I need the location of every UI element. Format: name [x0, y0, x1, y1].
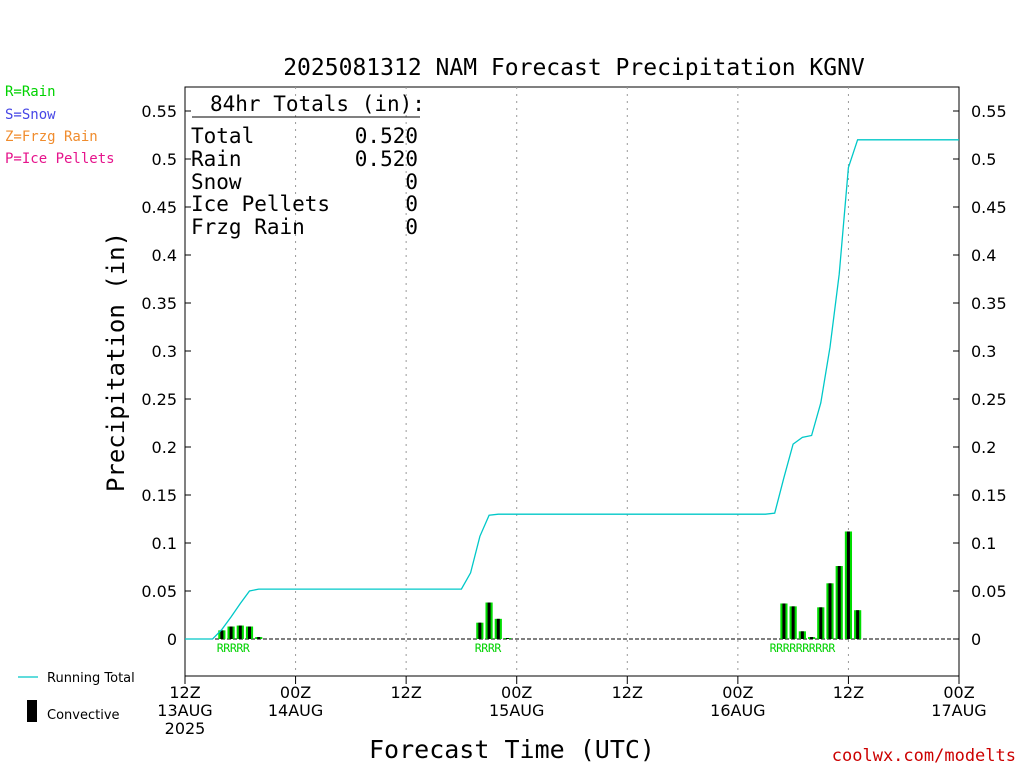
- y-tick-label-right: 0.5: [971, 150, 996, 169]
- convective-bar: [247, 626, 252, 639]
- totals-label-ice-pellets: Ice Pellets: [191, 192, 330, 216]
- convective-bar: [487, 602, 491, 639]
- convective-bar: [810, 637, 814, 639]
- ptype-label: RRRRRRRRRR: [770, 641, 836, 655]
- x-tick-label: 12Z: [612, 683, 643, 702]
- x-tick-label: 12Z: [833, 683, 864, 702]
- x-tick-label: 00Z: [722, 683, 753, 702]
- totals-value-rain: 0.520: [355, 147, 418, 171]
- y-tick-label-right: 0.3: [971, 342, 996, 361]
- convective-bar: [478, 622, 482, 639]
- y-tick-label-left: 0.35: [141, 294, 177, 313]
- totals-label-snow: Snow: [191, 170, 242, 194]
- y-tick-label-left: 0.45: [141, 198, 177, 217]
- y-tick-label-right: 0.15: [971, 486, 1007, 505]
- y-tick-label-right: 0.1: [971, 534, 996, 553]
- convective-bar: [782, 603, 786, 639]
- ptype-legend-rain: R=Rain: [5, 84, 56, 100]
- series-legend: Running Total Convective: [18, 671, 135, 723]
- x-tick-label: 12Z: [390, 683, 421, 702]
- y-tick-label-left: 0.25: [141, 390, 177, 409]
- y-tick-label-left: 0.3: [152, 342, 177, 361]
- y-tick-label-left: 0.1: [152, 534, 177, 553]
- totals-label-rain: Rain: [191, 147, 242, 171]
- y-tick-label-right: 0.35: [971, 294, 1007, 313]
- totals-label-total: Total: [191, 124, 254, 148]
- ptype-legend: R=Rain S=Snow Z=Frzg Rain P=Ice Pellets: [5, 84, 115, 167]
- y-tick-label-left: 0.5: [152, 150, 177, 169]
- y-tick-label-left: 0.55: [141, 102, 177, 121]
- chart-title: 2025081312 NAM Forecast Precipitation KG…: [283, 55, 865, 81]
- x-tick-label: 16AUG: [710, 701, 765, 720]
- y-tick-label-right: 0: [971, 630, 981, 649]
- x-tick-label: 15AUG: [489, 701, 544, 720]
- ptype-legend-snow: S=Snow: [5, 107, 56, 123]
- y-tick-label-left: 0.15: [141, 486, 177, 505]
- convective-bar: [828, 583, 832, 639]
- x-tick-label: 13AUG: [157, 701, 212, 720]
- ptype-label: RRRRR: [217, 641, 250, 655]
- running-total-line: [185, 139, 959, 640]
- y-axis-right: 0 0.05 0.1 0.15 0.2 0.25 0.3 0.35 0.4 0.45 0.5 0.55: [953, 102, 1007, 649]
- y-tick-label-right: 0.55: [971, 102, 1007, 121]
- y-tick-label-right: 0.4: [971, 246, 996, 265]
- ptype-label: RRRR: [475, 641, 502, 655]
- y-tick-label-right: 0.45: [971, 198, 1007, 217]
- y-tick-label-right: 0.05: [971, 582, 1007, 601]
- x-tick-label: 00Z: [280, 683, 311, 702]
- x-tick-label: 00Z: [943, 683, 974, 702]
- convective-bar: [229, 626, 233, 639]
- convective-bar: [856, 610, 860, 639]
- convective-bar: [846, 531, 850, 639]
- y-tick-label-left: 0.2: [152, 438, 177, 457]
- y-tick-label-right: 0.25: [971, 390, 1007, 409]
- convective-bar: [496, 618, 500, 639]
- x-tick-label: 17AUG: [931, 701, 986, 720]
- totals-value-snow: 0: [405, 170, 418, 194]
- x-axis-label: Forecast Time (UTC): [369, 735, 655, 764]
- x-grid-lines: [295, 87, 849, 676]
- plot-area-frame: [184, 86, 960, 677]
- totals-value-ice-pellets: 0: [405, 192, 418, 216]
- convective-bar: [257, 637, 261, 639]
- y-tick-label-left: 0: [167, 630, 177, 649]
- convective-legend-swatch: [27, 700, 37, 722]
- convective-bar: [220, 630, 224, 639]
- y-tick-label-right: 0.2: [971, 438, 996, 457]
- ptype-legend-ice-pellets: P=Ice Pellets: [5, 151, 115, 167]
- x-tick-label: 00Z: [501, 683, 532, 702]
- convective-bar: [505, 638, 510, 639]
- y-axis-left: 0 0.05 0.1 0.15 0.2 0.25 0.3 0.35 0.4 0.45 0.5 0.55: [141, 102, 191, 649]
- totals-value-total: 0.520: [355, 124, 418, 148]
- convective-bar: [800, 631, 804, 639]
- credit-text: coolwx.com/modelts: [832, 746, 1016, 766]
- x-tick-label: 2025: [165, 719, 206, 738]
- convective-bar: [837, 566, 841, 639]
- precip-bars: [218, 531, 862, 639]
- y-axis-label: Precipitation (in): [102, 232, 130, 492]
- x-tick-label: 14AUG: [268, 701, 323, 720]
- y-tick-label-left: 0.4: [152, 246, 177, 265]
- totals-label-frzg-rain: Frzg Rain: [191, 215, 305, 239]
- x-tick-label: 12Z: [169, 683, 200, 702]
- totals-heading: 84hr Totals (in):: [210, 92, 425, 116]
- convective-bar: [819, 607, 823, 639]
- y-tick-label-left: 0.05: [141, 582, 177, 601]
- running-total-legend-label: Running Total: [47, 671, 135, 686]
- totals-box: 84hr Totals (in): Total 0.520 Rain 0.520…: [191, 92, 425, 239]
- totals-value-frzg-rain: 0: [405, 215, 418, 239]
- ptype-legend-frzg-rain: Z=Frzg Rain: [5, 129, 98, 145]
- convective-bar: [791, 606, 795, 639]
- convective-legend-label: Convective: [47, 708, 120, 723]
- convective-bar: [238, 625, 242, 639]
- ptype-labels: RRRRR RRRR RRRRRRRRRR: [217, 641, 836, 655]
